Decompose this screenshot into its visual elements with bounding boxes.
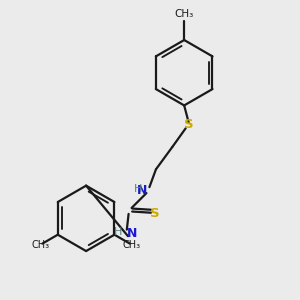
Text: S: S	[150, 207, 159, 220]
Text: N: N	[127, 227, 137, 240]
Text: H: H	[134, 184, 142, 194]
Text: H: H	[114, 227, 122, 237]
Text: CH₃: CH₃	[31, 240, 49, 250]
Text: CH₃: CH₃	[123, 240, 141, 250]
Text: N: N	[137, 184, 148, 197]
Text: CH₃: CH₃	[175, 9, 194, 19]
Text: S: S	[184, 118, 194, 131]
